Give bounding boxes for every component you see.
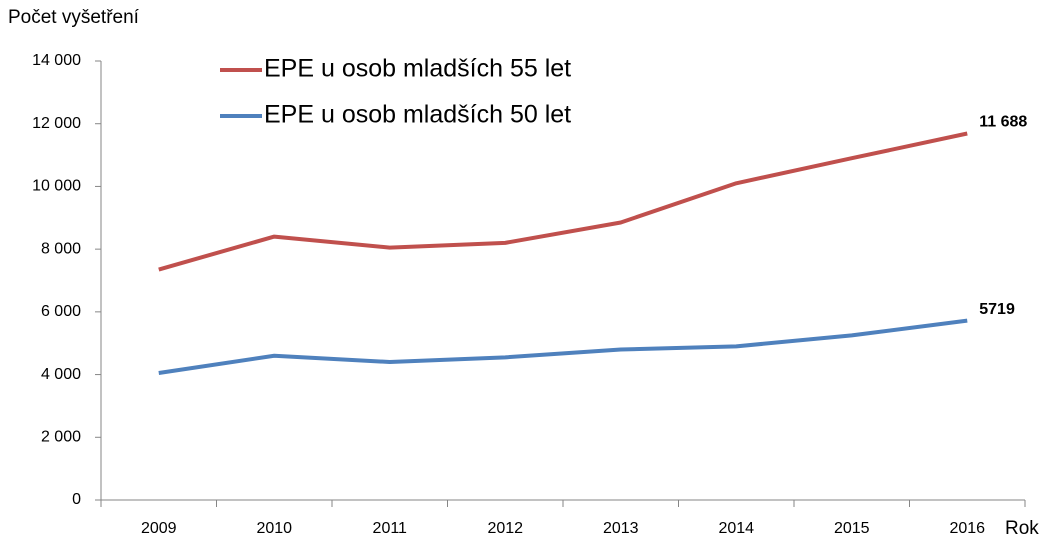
x-tick-label: 2011: [373, 520, 408, 537]
legend-label: EPE u osob mladších 55 let: [264, 55, 571, 83]
y-tick-label: 8 000: [41, 240, 81, 257]
x-axis-label: Rok: [1005, 518, 1039, 539]
x-tick-label: 2009: [141, 520, 177, 537]
y-tick-label: 4 000: [41, 366, 81, 383]
legend-label: EPE u osob mladších 50 let: [264, 101, 571, 129]
x-tick-label: 2013: [603, 520, 639, 537]
y-tick-label: 6 000: [41, 303, 81, 320]
x-tick-label: 2010: [256, 520, 292, 537]
line-series: [158, 131, 968, 272]
x-tick-label: 2015: [834, 520, 870, 537]
x-tick-label: 2016: [949, 520, 985, 537]
x-tick-label: 2014: [718, 520, 754, 537]
value-label: 5719: [979, 301, 1015, 318]
y-tick-label: 2 000: [41, 429, 81, 446]
y-tick-label: 14 000: [32, 52, 81, 69]
y-tick-label: 10 000: [32, 178, 81, 195]
value-label: 11 688: [979, 114, 1027, 131]
y-tick-label: 0: [72, 491, 81, 508]
x-tick-label: 2012: [487, 520, 523, 537]
line-series: [158, 318, 968, 375]
y-axis-label: Počet vyšetření: [8, 7, 140, 28]
y-tick-label: 12 000: [32, 115, 81, 132]
